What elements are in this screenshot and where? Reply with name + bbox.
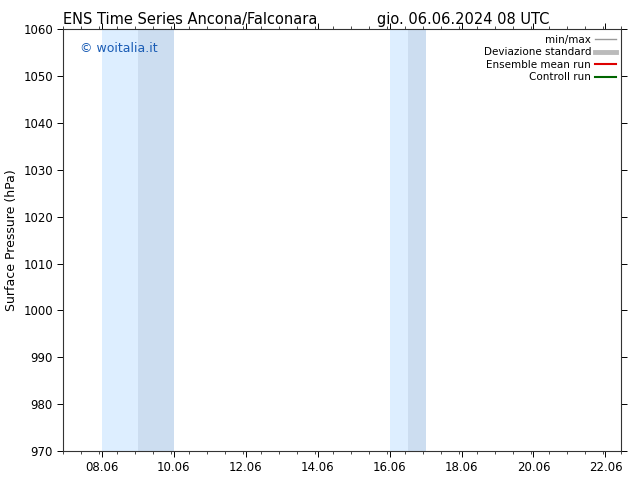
Y-axis label: Surface Pressure (hPa): Surface Pressure (hPa)	[4, 169, 18, 311]
Bar	[389, 29, 408, 451]
Legend: min/max, Deviazione standard, Ensemble mean run, Controll run: min/max, Deviazione standard, Ensemble m…	[484, 35, 616, 82]
Text: © woitalia.it: © woitalia.it	[80, 42, 158, 55]
Bar	[408, 29, 425, 451]
Text: gio. 06.06.2024 08 UTC: gio. 06.06.2024 08 UTC	[377, 12, 549, 27]
Bar	[101, 29, 138, 451]
Bar	[138, 29, 174, 451]
Text: ENS Time Series Ancona/Falconara: ENS Time Series Ancona/Falconara	[63, 12, 318, 27]
